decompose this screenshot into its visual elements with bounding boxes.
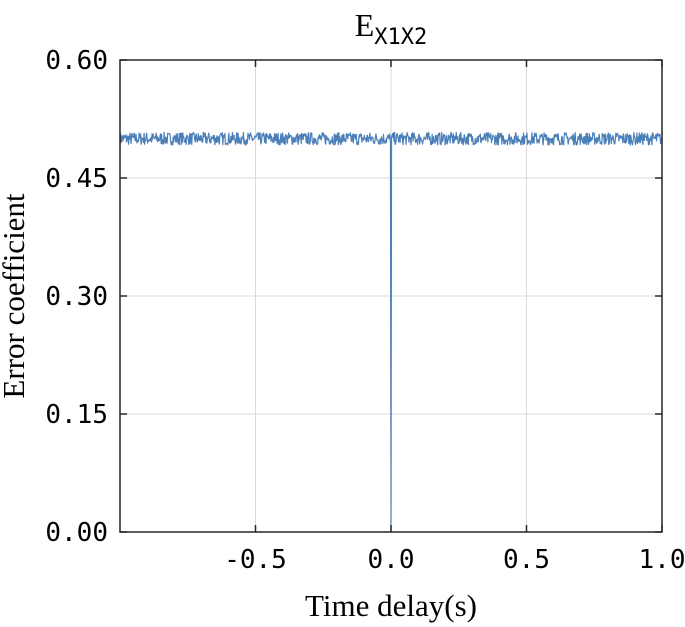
series-line xyxy=(119,131,663,533)
ticks xyxy=(120,59,663,533)
plot-area xyxy=(119,131,663,533)
y-tick-label: 0.15 xyxy=(45,400,108,430)
x-axis-label: Time delay(s) xyxy=(305,588,477,623)
x-tick-label: 1.0 xyxy=(639,545,685,575)
x-tick-label: 0.0 xyxy=(368,545,415,575)
y-tick-label: 0.30 xyxy=(45,282,108,312)
y-tick-label: 0.45 xyxy=(45,164,108,194)
y-axis-label: Error coefficient xyxy=(0,193,31,399)
x-tick-label: -0.5 xyxy=(224,545,287,575)
y-tick-label: 0.60 xyxy=(45,46,108,76)
chart-title-subscript: X1X2 xyxy=(374,25,427,50)
chart-title-main: E xyxy=(355,7,375,43)
tick-labels: -0.5 0.0 0.5 1.0 0.00 0.15 0.30 0.45 0.60 xyxy=(45,46,685,575)
x-tick-label: 0.5 xyxy=(503,545,550,575)
chart-title: EX1X2 xyxy=(355,7,428,50)
y-tick-label: 0.00 xyxy=(45,518,108,548)
